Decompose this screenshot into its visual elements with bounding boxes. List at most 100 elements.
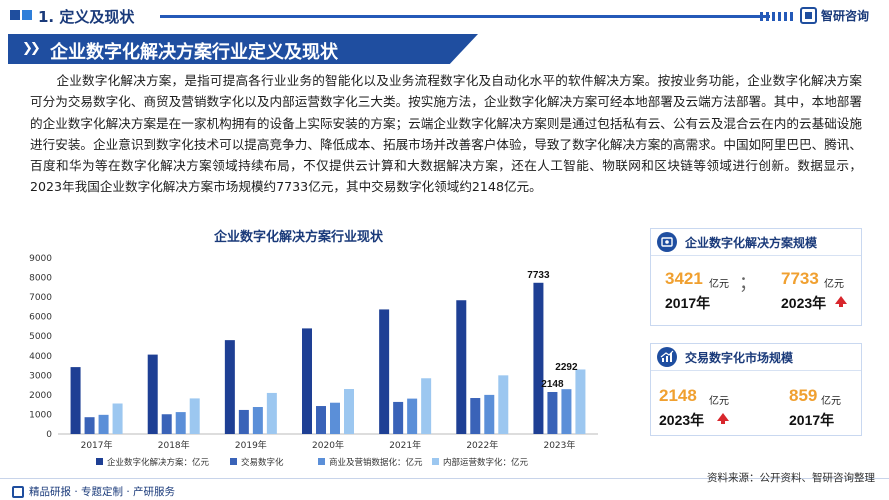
brand-logo-icon [12, 485, 24, 498]
bar [316, 406, 326, 434]
stat-year: 2017年 [789, 412, 835, 428]
card-divider [651, 370, 861, 371]
legend-label: 商业及营销数据化：亿元 [329, 457, 423, 468]
money-icon [657, 232, 677, 252]
page-title: 企业数字化解决方案行业定义及现状 [50, 42, 338, 63]
stat-unit: 亿元 [824, 279, 844, 290]
legend-label: 内部运营数字化：亿元 [443, 457, 529, 468]
bar [112, 403, 123, 434]
section-label: 1. 定义及现状 [38, 8, 135, 26]
y-tick-label: 5000 [29, 332, 52, 342]
legend-label: 企业数字化解决方案：亿元 [107, 457, 210, 468]
bar [498, 375, 509, 434]
top-bar: 1. 定义及现状 智研咨询 [0, 0, 889, 30]
x-tick-label: 2020年 [312, 439, 344, 451]
card-header: 企业数字化解决方案规模 [651, 229, 861, 256]
bar [407, 398, 418, 434]
stat-unit: 亿元 [709, 396, 729, 407]
bar [70, 367, 81, 434]
legend-swatch [432, 458, 439, 465]
y-tick-label: 2000 [29, 391, 52, 401]
transaction-digitalization-card: 交易数字化市场规模 2148 亿元 859 亿元 2023年 2017年 [650, 343, 862, 436]
y-tick-label: 9000 [29, 254, 52, 264]
bar [561, 389, 572, 434]
trend-up-icon [835, 296, 847, 307]
legend-swatch [318, 458, 325, 465]
legend-swatch [230, 458, 237, 465]
bar [484, 394, 495, 434]
bar [421, 378, 432, 434]
y-tick-label: 0 [46, 430, 52, 440]
bar [575, 369, 586, 434]
bar [456, 300, 467, 434]
stat-year: 2023年 [659, 412, 705, 428]
bar [379, 309, 390, 434]
card-title: 交易数字化市场规模 [685, 351, 794, 365]
section-marker-square [22, 10, 32, 20]
stat-unit: 亿元 [821, 396, 841, 407]
bar [189, 398, 200, 434]
bar [175, 412, 186, 434]
stat-unit: 亿元 [709, 279, 729, 290]
brand-logo-icon [800, 6, 817, 24]
x-tick-label: 2023年 [543, 439, 575, 451]
stat-year: 2023年 [781, 295, 827, 311]
header-rule-dots [760, 12, 794, 21]
x-tick-label: 2019年 [235, 439, 267, 451]
footer-tagline: 精品研报 · 专题定制 · 产研服务 [12, 484, 175, 499]
x-tick-label: 2021年 [389, 439, 421, 451]
chart-up-icon [657, 347, 677, 367]
stat-value: 2148 [659, 386, 697, 405]
bar [393, 401, 404, 434]
brand-name: 智研咨询 [821, 8, 870, 23]
x-tick-label: 2017年 [81, 439, 113, 451]
chevron-right-icon: ❯❯ [22, 41, 41, 56]
y-tick-label: 3000 [29, 371, 52, 381]
market-size-card: 企业数字化解决方案规模 3421 亿元 ； 7733 亿元 2017年 2023… [650, 228, 862, 326]
bar [147, 354, 158, 434]
y-tick-label: 8000 [29, 274, 52, 284]
bar [238, 409, 249, 434]
data-label: 7733 [527, 270, 550, 281]
y-tick-label: 1000 [29, 410, 52, 420]
y-tick-label: 7000 [29, 293, 52, 303]
bar [533, 282, 544, 434]
card-divider [651, 255, 861, 256]
stat-value: 3421 [665, 269, 703, 288]
footer-tagline-text: 精品研报 · 专题定制 · 产研服务 [29, 486, 176, 498]
chart-title: 企业数字化解决方案行业现状 [214, 230, 384, 245]
bar [224, 340, 235, 434]
x-tick-label: 2018年 [158, 439, 190, 451]
card-header: 交易数字化市场规模 [651, 344, 861, 371]
brand: 智研咨询 [800, 5, 869, 25]
y-tick-label: 4000 [29, 352, 52, 362]
bar [84, 417, 95, 434]
footer-rule [0, 478, 889, 479]
bar [252, 407, 263, 434]
title-banner: ❯❯ 企业数字化解决方案行业定义及现状 [8, 34, 478, 64]
stat-value: 859 [789, 386, 818, 405]
data-label: 2292 [555, 362, 578, 373]
data-source: 资料来源：公开资料、智研咨询整理 [707, 472, 875, 484]
x-tick-label: 2022年 [466, 439, 498, 451]
card-title: 企业数字化解决方案规模 [685, 236, 818, 250]
legend-label: 交易数字化 [241, 457, 284, 468]
stat-year: 2017年 [665, 295, 711, 311]
header-rule [160, 15, 770, 18]
stat-value: 7733 [781, 269, 819, 288]
bar-chart: 0 1000 2000 3000 4000 5000 6000 7000 8000 9000 201… [29, 254, 598, 468]
intro-paragraph: 企业数字化解决方案，是指可提高各行业业务的智能化以及业务流程数字化及自动化水平的… [30, 73, 862, 195]
bar [266, 392, 277, 434]
bar [547, 391, 558, 434]
trend-up-icon [717, 413, 729, 424]
legend-swatch [96, 458, 103, 465]
section-marker-square [10, 10, 20, 20]
data-label: 2148 [541, 379, 564, 390]
y-tick-label: 6000 [29, 313, 52, 323]
stat-separator: ； [739, 273, 757, 294]
bar [98, 414, 109, 434]
bar [161, 414, 172, 434]
bar [470, 398, 481, 434]
bar [330, 402, 340, 434]
bar [344, 389, 354, 434]
